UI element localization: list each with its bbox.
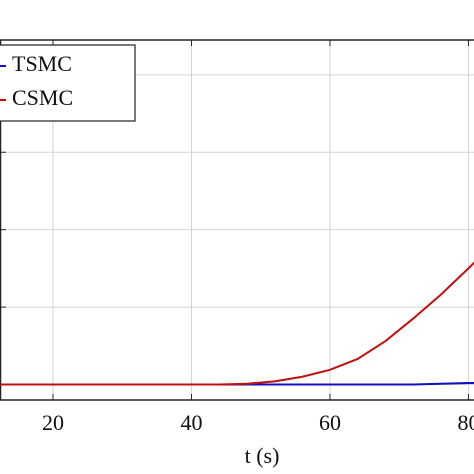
legend-label: TSMC xyxy=(12,51,72,76)
legend-label: CSMC xyxy=(12,85,73,110)
series-line xyxy=(0,261,474,386)
x-tick-label: 20 xyxy=(42,410,64,435)
legend: TSMC CSMC xyxy=(0,44,136,122)
x-tick-label: 80 xyxy=(457,410,474,435)
x-tick-label: 40 xyxy=(180,410,202,435)
x-axis-label: t (s) xyxy=(245,443,280,468)
legend-box xyxy=(0,44,136,122)
x-tick-label: 60 xyxy=(319,410,341,435)
